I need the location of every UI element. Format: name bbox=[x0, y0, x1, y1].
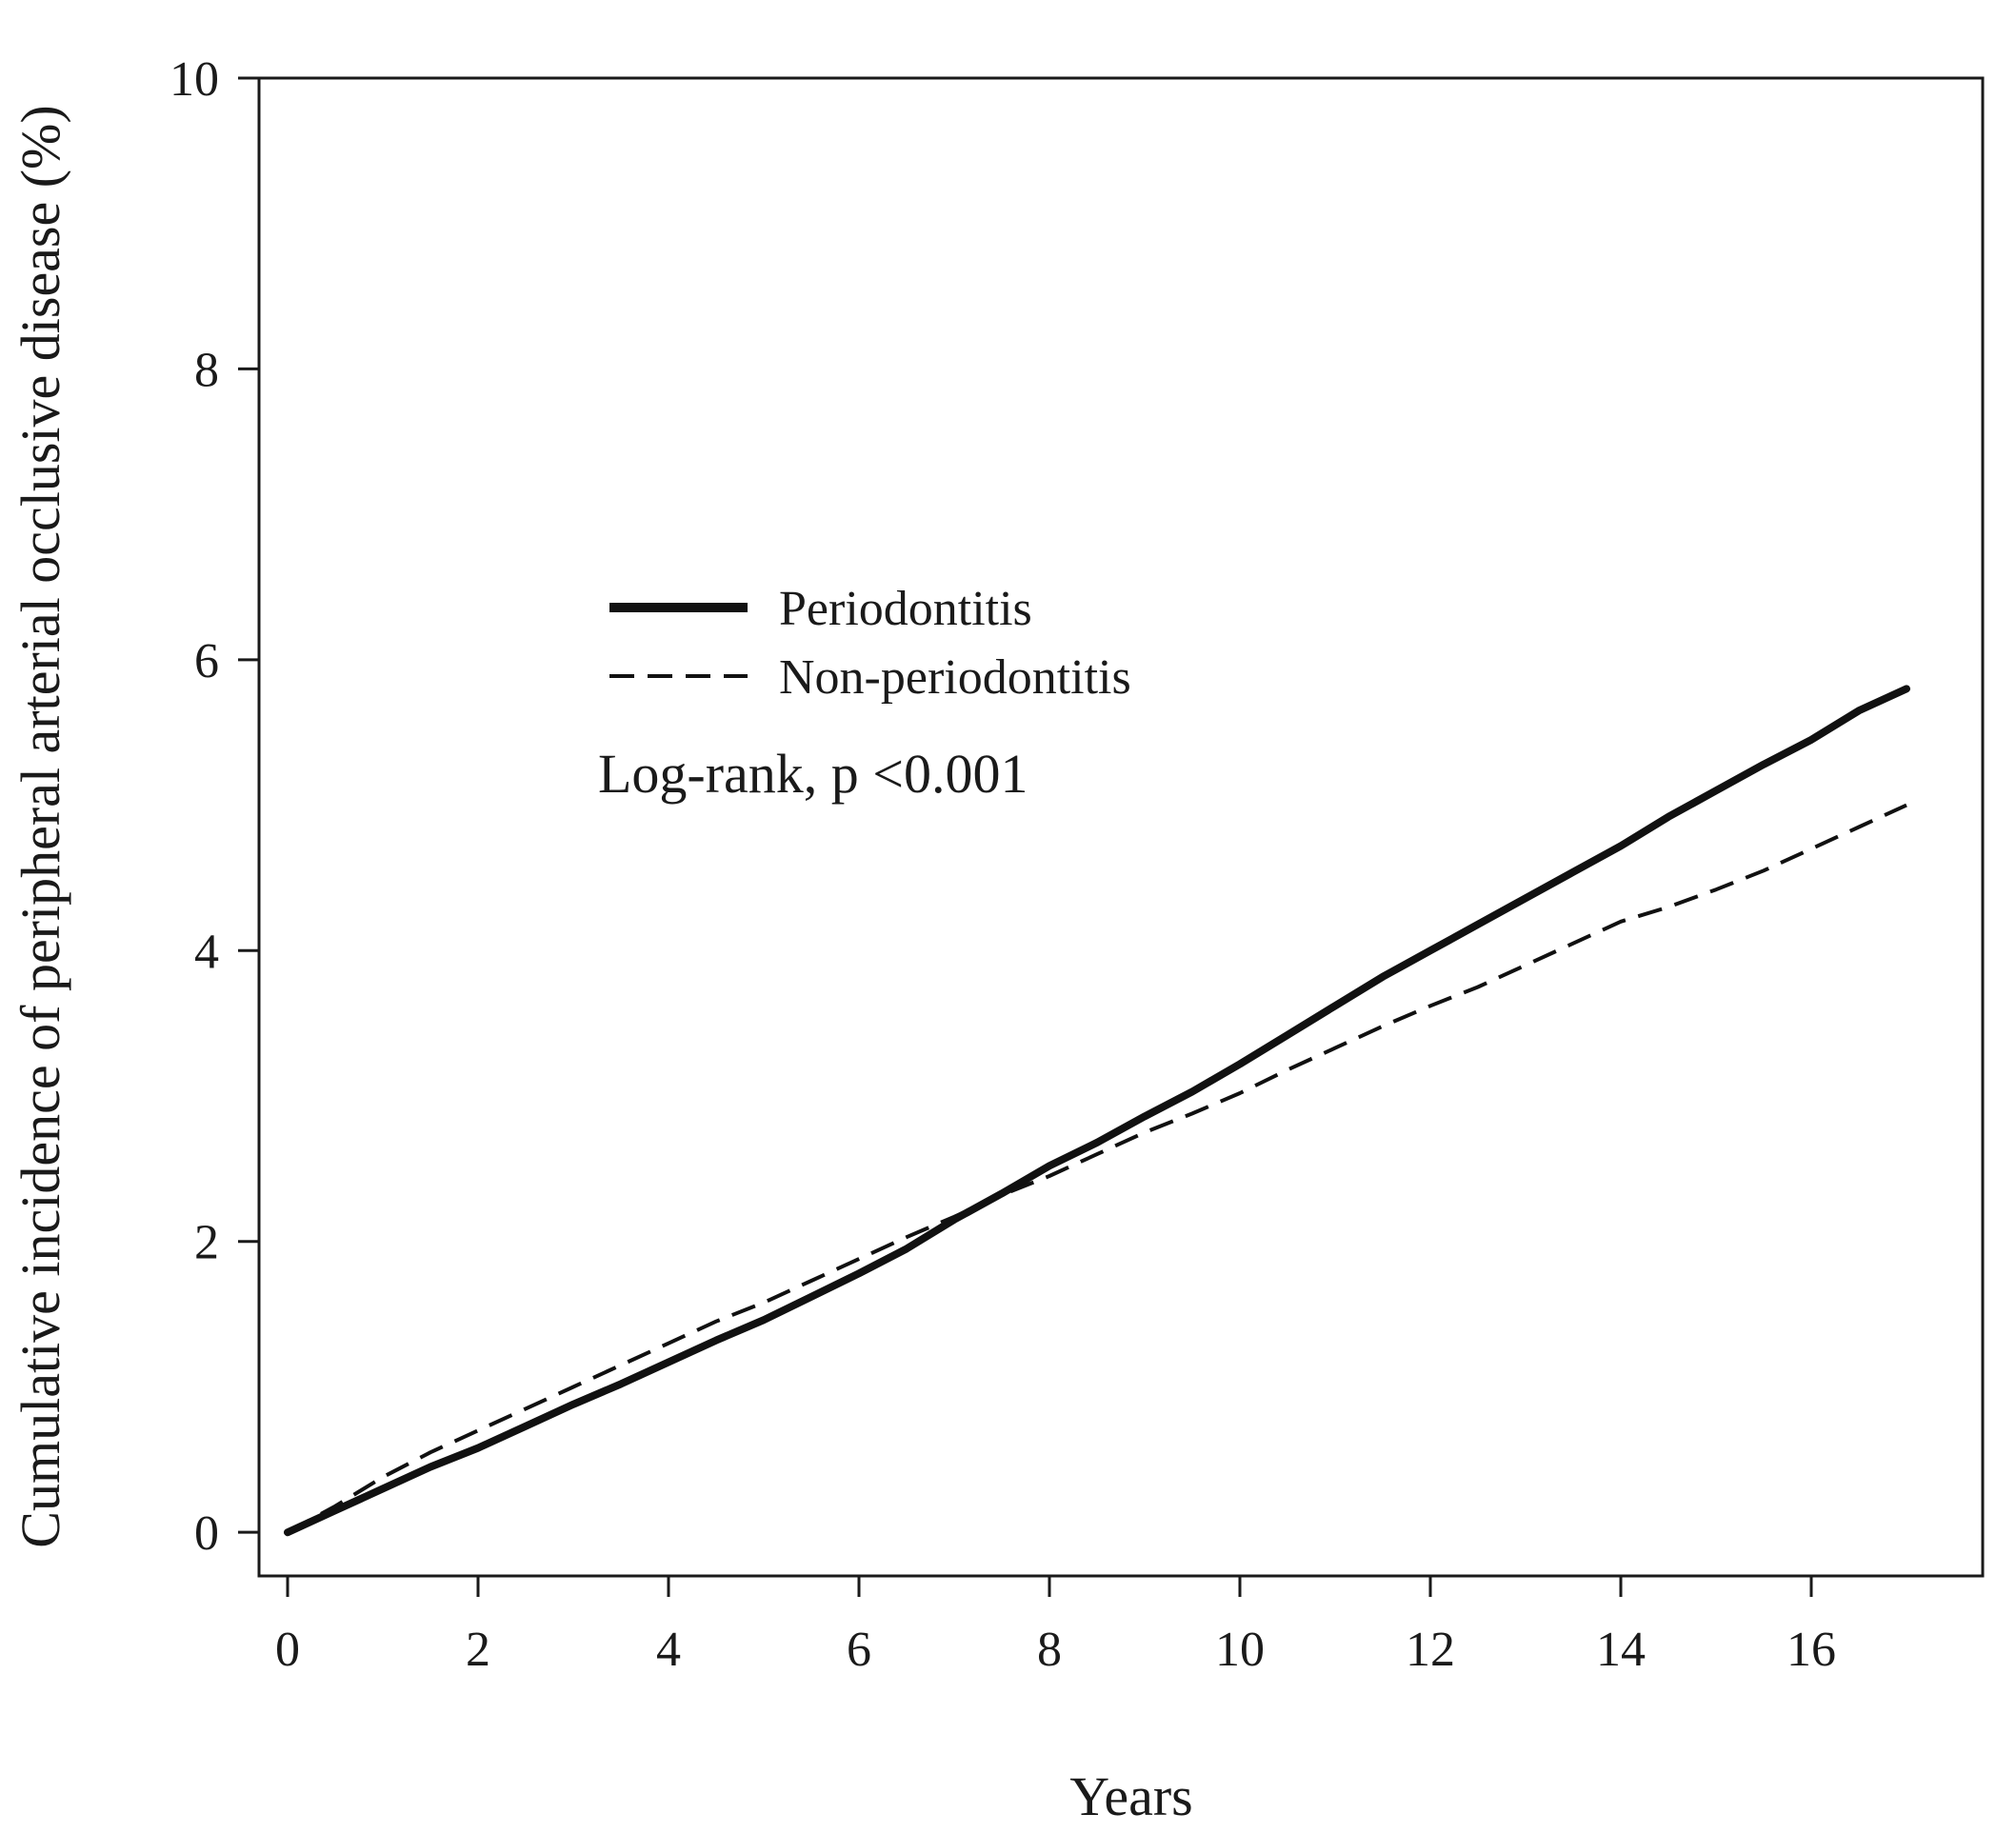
x-tick-label: 6 bbox=[847, 1623, 871, 1677]
x-axis-title: Years bbox=[1069, 1765, 1192, 1827]
x-tick-label: 2 bbox=[466, 1623, 490, 1677]
log-rank-annotation: Log-rank, p <0.001 bbox=[598, 743, 1028, 805]
x-tick-label: 8 bbox=[1037, 1623, 1062, 1677]
y-tick-label: 6 bbox=[194, 634, 219, 688]
series-line-periodontitis bbox=[284, 685, 1910, 1537]
series-line-non-periodontitis bbox=[287, 803, 1907, 1534]
legend: Periodontitis Non-periodontitis bbox=[609, 582, 1131, 705]
y-tick-label: 4 bbox=[194, 925, 219, 979]
y-tick-label: 0 bbox=[194, 1506, 219, 1561]
x-tick-label: 12 bbox=[1406, 1623, 1455, 1677]
plot-frame bbox=[257, 76, 1985, 1578]
x-tick-label: 14 bbox=[1596, 1623, 1646, 1677]
legend-label-periodontitis: Periodontitis bbox=[779, 582, 1032, 636]
y-tick-label: 8 bbox=[194, 343, 219, 397]
y-tick-label: 10 bbox=[170, 52, 219, 107]
x-tick-label: 16 bbox=[1786, 1623, 1836, 1677]
x-tick-label: 4 bbox=[656, 1623, 681, 1677]
y-axis-title: Cumulative incidence of peripheral arter… bbox=[10, 105, 71, 1547]
x-tick-label: 0 bbox=[275, 1623, 300, 1677]
y-tick-label: 2 bbox=[194, 1216, 219, 1270]
x-tick-label: 10 bbox=[1215, 1623, 1265, 1677]
legend-label-non-periodontitis: Non-periodontitis bbox=[779, 650, 1131, 705]
